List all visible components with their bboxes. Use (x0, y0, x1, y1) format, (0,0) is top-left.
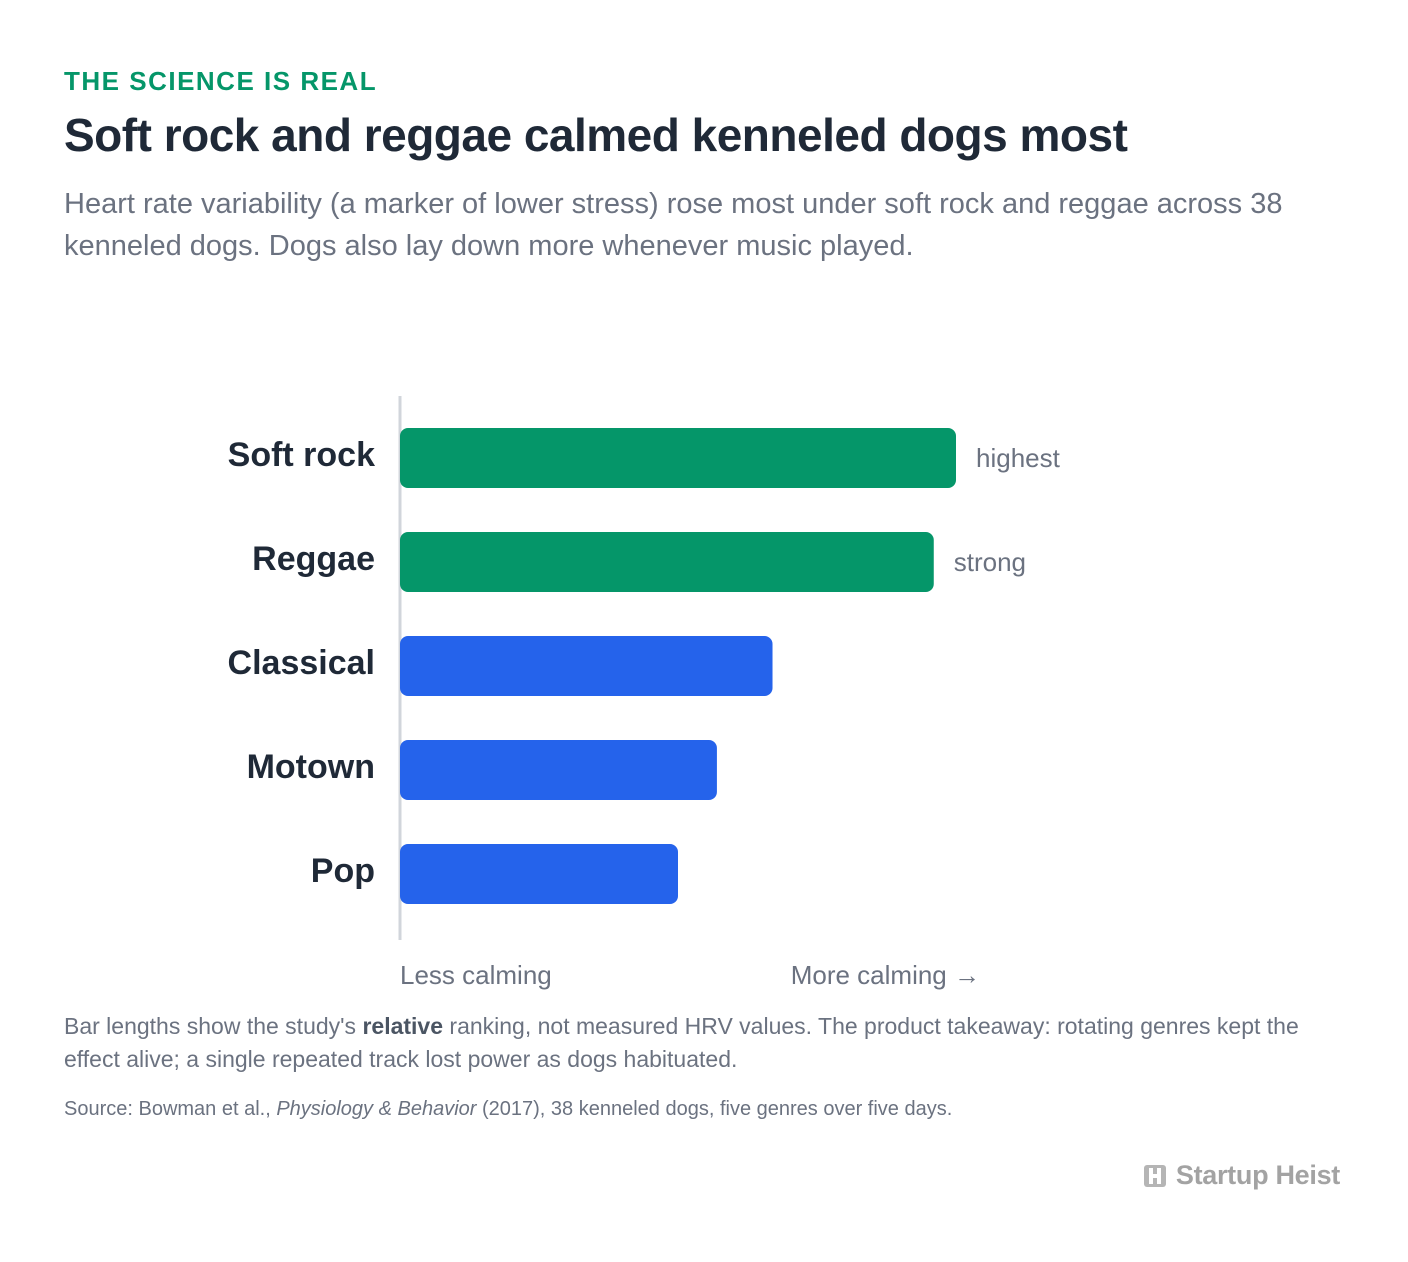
category-label: Classical (228, 644, 375, 682)
bar (400, 636, 773, 696)
bar (400, 428, 956, 488)
x-axis-label-left: Less calming (400, 960, 552, 990)
category-label: Soft rock (228, 436, 375, 474)
source-suffix: (2017), 38 kenneled dogs, five genres ov… (476, 1098, 953, 1120)
x-axis-label-right: More calming → (791, 960, 980, 990)
brand-logo: Startup Heist (1142, 1160, 1340, 1191)
bar (400, 844, 678, 904)
bar (400, 740, 717, 800)
brand-h-icon (1143, 1164, 1166, 1187)
source-citation: Source: Bowman et al., Physiology & Beha… (64, 1098, 952, 1121)
footnote: Bar lengths show the study's relative ra… (64, 1010, 1354, 1076)
bar (400, 532, 934, 592)
category-label: Motown (247, 748, 375, 786)
brand-name: Startup Heist (1175, 1160, 1340, 1190)
category-label: Reggae (252, 540, 375, 578)
source-journal: Physiology & Behavior (276, 1098, 477, 1120)
bar-value-label: strong (954, 547, 1026, 577)
chart-title: Soft rock and reggae calmed kenneled dog… (64, 109, 1128, 161)
category-label: Pop (311, 852, 375, 890)
footnote-emphasis: relative (362, 1013, 444, 1039)
source-prefix: Source: Bowman et al., (64, 1098, 277, 1120)
bar-chart: Soft rock highest Reggae strong Classical Mot… (228, 396, 1061, 990)
footnote-text-start: Bar lengths show the study's (64, 1013, 363, 1039)
bar-value-label: highest (976, 443, 1061, 473)
eyebrow-label: THE SCIENCE IS REAL (64, 66, 378, 96)
chart-subtitle: Heart rate variability (a marker of lowe… (64, 188, 1283, 262)
footnote-text-end: ranking, not measured HRV values. The pr… (64, 1013, 1299, 1072)
